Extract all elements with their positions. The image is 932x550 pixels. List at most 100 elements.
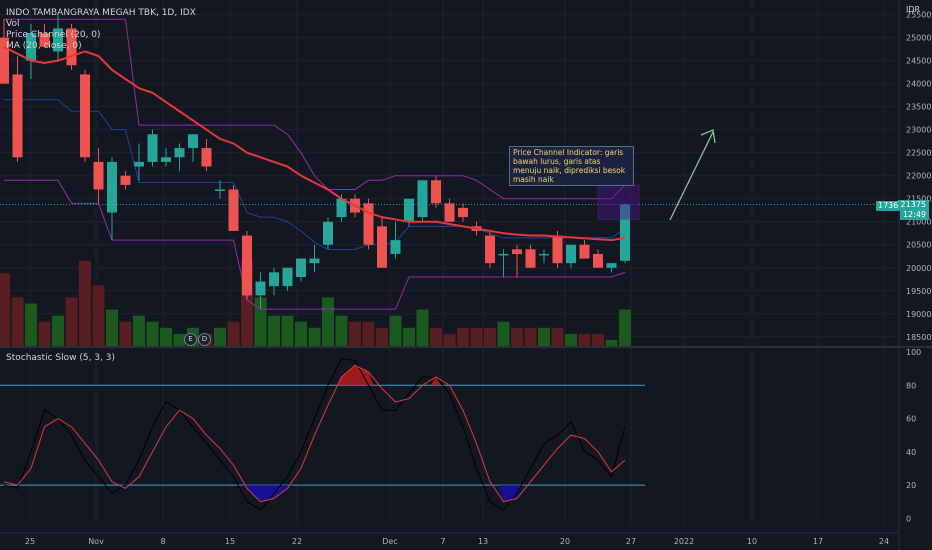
candle-body bbox=[188, 134, 198, 149]
stoch-k-line bbox=[3, 358, 626, 511]
volume-bar bbox=[457, 327, 469, 346]
volume-bar bbox=[146, 321, 159, 346]
price-channel-legend[interactable]: Price Channel (20, 0) bbox=[6, 30, 101, 40]
volume-bar bbox=[443, 333, 456, 346]
candle-body bbox=[620, 204, 630, 261]
volume-bar bbox=[38, 321, 51, 346]
price-tick-label: 19000 bbox=[906, 310, 931, 319]
time-tick-label: 15 bbox=[225, 537, 235, 546]
price-tick-label: 20500 bbox=[906, 241, 931, 250]
time-tick-label: 27 bbox=[626, 537, 636, 546]
volume-bar bbox=[376, 327, 388, 346]
time-tick-label: Dec bbox=[382, 537, 397, 546]
time-tick-label: 10 bbox=[747, 537, 757, 546]
volume-bar bbox=[403, 327, 415, 346]
stoch-title[interactable]: Stochastic Slow (5, 3, 3) bbox=[6, 353, 116, 363]
oversold-fill bbox=[498, 485, 522, 502]
candle-body bbox=[296, 258, 306, 277]
volume-bar bbox=[106, 309, 118, 346]
candle-body bbox=[606, 263, 617, 268]
candle-body bbox=[53, 28, 63, 52]
candle-body bbox=[174, 148, 185, 158]
time-tick-label: 7 bbox=[440, 537, 445, 546]
price-tick-label: 21500 bbox=[906, 195, 931, 204]
stoch-tick-label: 60 bbox=[906, 415, 916, 424]
stoch-tick-label: 40 bbox=[906, 448, 916, 457]
candle-body bbox=[66, 28, 77, 66]
volume-bar bbox=[484, 327, 496, 346]
volume-bar bbox=[592, 333, 604, 346]
time-tick-label: 25 bbox=[25, 537, 35, 546]
candle-body bbox=[512, 249, 522, 254]
candle-body bbox=[26, 33, 36, 61]
price-tick-label: 25000 bbox=[906, 34, 931, 43]
candle-body bbox=[498, 253, 509, 256]
volume-bar bbox=[133, 315, 145, 346]
time-tick-label: 2022 bbox=[674, 537, 694, 546]
volume-bar bbox=[538, 327, 550, 346]
candle-body bbox=[458, 207, 468, 218]
volume-bar bbox=[227, 321, 240, 346]
stoch-legend: Stochastic Slow (5, 3, 3) bbox=[6, 353, 115, 364]
highlight-box bbox=[597, 184, 640, 220]
overbought-fill bbox=[336, 365, 374, 386]
channel-lower-line bbox=[4, 179, 626, 310]
candle-body bbox=[431, 180, 441, 204]
candle-body bbox=[215, 189, 225, 192]
volume-bar bbox=[119, 321, 132, 346]
earnings-event-icon[interactable]: E bbox=[184, 333, 197, 346]
channel-basis-line bbox=[4, 99, 626, 250]
volume-bar bbox=[565, 333, 577, 346]
stoch-tick-label: 20 bbox=[906, 481, 916, 490]
volume-bar bbox=[173, 333, 186, 346]
candle-body bbox=[269, 272, 279, 287]
price-tick-label: 25500 bbox=[906, 11, 931, 20]
candle-body bbox=[323, 221, 333, 245]
volume-bar bbox=[524, 327, 537, 346]
volume-bar bbox=[362, 321, 375, 346]
price-tick-label: 18500 bbox=[906, 333, 931, 342]
volume-bar bbox=[79, 261, 91, 346]
candle-body bbox=[363, 203, 374, 245]
symbol-title[interactable]: INDO TAMBANGRAYA MEGAH TBK, 1D, IDX bbox=[6, 8, 196, 18]
candle-body bbox=[539, 253, 549, 256]
candle-body bbox=[93, 161, 104, 190]
candle-body bbox=[552, 235, 563, 264]
candle-body bbox=[147, 134, 158, 162]
candle-body bbox=[593, 253, 603, 268]
price-tick-label: 24500 bbox=[906, 57, 931, 66]
candle-body bbox=[161, 157, 171, 162]
candle-body bbox=[525, 249, 536, 268]
candle-body bbox=[566, 244, 576, 264]
stoch-d-line bbox=[3, 364, 626, 503]
volume-bar bbox=[551, 327, 564, 346]
volume-bar bbox=[619, 309, 631, 346]
time-tick-label: Nov bbox=[88, 537, 104, 546]
candle-body bbox=[390, 240, 401, 254]
volume-bar bbox=[349, 321, 361, 346]
channel-upper-line bbox=[4, 18, 626, 200]
candle-body bbox=[336, 198, 347, 218]
stoch-tick-label: 80 bbox=[906, 381, 916, 390]
dividend-event-icon[interactable]: D bbox=[198, 333, 211, 346]
volume-bar bbox=[511, 327, 523, 346]
volume-bar bbox=[52, 315, 64, 346]
price-tick-label: 20000 bbox=[906, 264, 931, 273]
overbought-fill bbox=[431, 376, 441, 386]
price-channel-annotation[interactable]: Price Channel Indicator: garis bawah lur… bbox=[509, 146, 634, 186]
ma-line bbox=[3, 45, 626, 242]
left-price-tag: 17365 bbox=[876, 201, 906, 211]
volume-legend[interactable]: Vol bbox=[6, 19, 20, 29]
trend-arrow-head bbox=[700, 129, 716, 144]
price-tick-label: 21000 bbox=[906, 218, 931, 227]
volume-bar bbox=[92, 285, 105, 346]
candle-body bbox=[377, 226, 387, 268]
candle-body bbox=[12, 74, 23, 158]
currency-label: IDR bbox=[906, 5, 921, 14]
time-tick-label: 13 bbox=[478, 537, 488, 546]
ma-legend[interactable]: MA (20, close, 0) bbox=[6, 41, 82, 51]
volume-bar bbox=[605, 339, 618, 346]
volume-bar bbox=[0, 273, 10, 346]
time-tick-label: 8 bbox=[160, 537, 165, 546]
